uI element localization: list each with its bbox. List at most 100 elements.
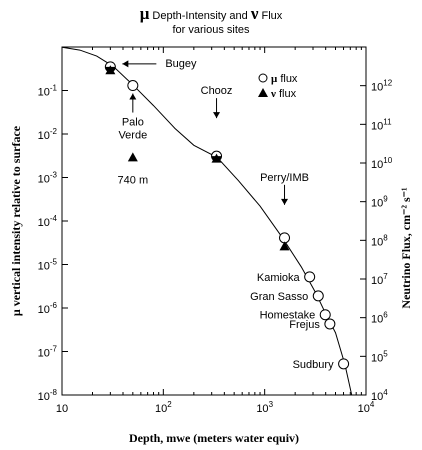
site-label-bugey: Bugey	[165, 58, 197, 70]
y2-tick-label: 1012	[371, 79, 393, 94]
legend-mu-text: flux	[280, 73, 298, 85]
legend-circle-marker	[258, 73, 268, 83]
y2-tick-label: 107	[371, 272, 388, 287]
y2-tick-label: 1011	[371, 117, 392, 132]
x-tick-label-exponent: 3	[269, 400, 274, 409]
y-tick-label-exponent: -4	[50, 214, 58, 223]
title-text-1: Depth-Intensity and	[149, 10, 251, 22]
muon-point	[304, 271, 316, 283]
muon-point	[312, 290, 324, 302]
y2-tick-label-base: 10	[371, 391, 383, 403]
site-arrow-head-palo	[129, 93, 137, 100]
neutrino-point	[105, 65, 116, 75]
y-tick-label-exponent: -6	[50, 301, 58, 310]
y2-tick-label-exponent: 5	[383, 349, 388, 358]
y2-tick-label-base: 10	[371, 82, 383, 94]
x-tick-label-base: 10	[155, 403, 167, 415]
y2-tick-label-exponent: 10	[383, 156, 392, 165]
y-axis-label: μ vertical intensity relative to surface	[9, 125, 23, 316]
y-tick-label-exponent: -5	[50, 258, 58, 267]
x-tick-label: 102	[155, 400, 172, 415]
y2-tick-label: 104	[371, 388, 388, 403]
site-label-chooz: Chooz	[201, 85, 233, 97]
y-tick-label: 10-8	[38, 388, 58, 403]
y-tick-label: 10-7	[38, 345, 58, 360]
y-tick-label-base: 10	[38, 391, 50, 403]
title-text-2: Flux	[258, 10, 282, 22]
site-label-palo: Palo	[122, 117, 144, 129]
legend-triangle-marker	[258, 88, 268, 97]
data-markers	[104, 61, 350, 370]
fit-curve	[62, 47, 353, 395]
y2-tick-label-base: 10	[371, 275, 383, 287]
y2-tick-label-exponent: 12	[383, 79, 392, 88]
muon-point	[127, 80, 139, 92]
y-tick-label-base: 10	[38, 217, 50, 229]
title-nu-symbol: ν	[250, 4, 259, 23]
axis-ticks: 10 102 103 10410-110-210-310-410-510-610-71…	[38, 46, 393, 415]
muon-point	[324, 318, 336, 330]
y-tick-label-exponent: -3	[50, 171, 58, 180]
site-label-gran-sasso: Gran Sasso	[250, 291, 308, 303]
y2-tick-label-exponent: 11	[383, 117, 392, 126]
y2-tick-label-base: 10	[371, 198, 383, 210]
neutrino-point	[211, 153, 222, 163]
y2-tick-label: 108	[371, 233, 388, 248]
x-tick-label-base: 10	[56, 403, 68, 415]
y2-tick-label-base: 10	[371, 314, 383, 326]
x-tick-label-exponent: 4	[370, 400, 375, 409]
y2-tick-label-exponent: 9	[383, 195, 388, 204]
y2-tick-label-exponent: 4	[383, 388, 388, 397]
y-tick-label: 10-5	[38, 258, 58, 273]
y2-tick-label: 105	[371, 349, 388, 364]
site-label-740-m: 740 m	[118, 175, 149, 187]
neutrino-point	[279, 241, 290, 251]
legend-muon-label: μ flux	[271, 73, 298, 85]
y-tick-label-base: 10	[38, 348, 50, 360]
y2-tick-label-exponent: 8	[383, 233, 388, 242]
x-axis-label: Depth, mwe (meters water equiv)	[129, 431, 299, 445]
title-mu-symbol: μ	[140, 4, 150, 23]
site-label-verde: Verde	[118, 130, 147, 142]
intensity-curve	[62, 47, 353, 395]
y-tick-label-base: 10	[38, 304, 50, 316]
site-label-sudbury: Sudbury	[293, 359, 334, 371]
x-tick-label: 103	[256, 400, 273, 415]
legend-neutrino-label: ν flux	[270, 88, 297, 100]
y-tick-label: 10-4	[38, 214, 58, 229]
y2-tick-label-base: 10	[371, 236, 383, 248]
x-tick-label-base: 10	[358, 403, 370, 415]
chart-subtitle: for various sites	[172, 24, 250, 36]
legend: μ flux ν flux	[258, 73, 298, 100]
y-tick-label-base: 10	[38, 130, 50, 142]
y2-tick-label-base: 10	[371, 352, 383, 364]
site-label-frejus: Frejus	[289, 319, 320, 331]
y2-tick-label: 106	[371, 311, 388, 326]
y2-tick-label-exponent: 7	[383, 272, 388, 281]
site-label-homestake: Homestake	[260, 310, 316, 322]
y2-tick-label: 1010	[371, 156, 393, 171]
y-tick-label-exponent: -2	[50, 127, 58, 136]
y-tick-label-exponent: -1	[50, 84, 58, 93]
y2-tick-label: 109	[371, 195, 388, 210]
legend-nu-text: flux	[279, 88, 297, 100]
y2-tick-label-exponent: 6	[383, 311, 388, 320]
site-label-kamioka: Kamioka	[257, 272, 301, 284]
y-tick-label: 10-6	[38, 301, 58, 316]
y-tick-label: 10-3	[38, 171, 58, 186]
site-label-perry-imb: Perry/IMB	[260, 172, 309, 184]
y-tick-label: 10-2	[38, 127, 58, 142]
x-tick-label-base: 10	[256, 403, 268, 415]
y2-tick-label-base: 10	[371, 159, 383, 171]
neutrino-point	[127, 152, 138, 162]
y-tick-label-base: 10	[38, 261, 50, 273]
y-tick-label-exponent: -7	[50, 345, 58, 354]
legend-nu-symbol: ν	[270, 88, 276, 100]
x-tick-label: 10	[56, 403, 68, 415]
legend-mu-symbol: μ	[271, 73, 278, 85]
site-arrow-head-perry-imb	[281, 198, 289, 205]
muon-point	[338, 358, 350, 370]
y2-axis-label: Neutrino Flux, cm⁻² s⁻¹	[399, 187, 413, 309]
site-arrow-head-chooz	[213, 112, 221, 119]
